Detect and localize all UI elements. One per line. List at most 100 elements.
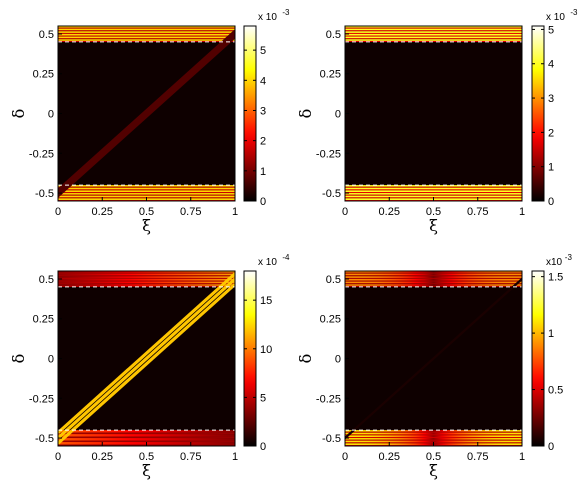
colorbar-gradient (531, 270, 545, 447)
stripe-gap (58, 35, 235, 37)
stripe-gap (345, 272, 522, 274)
panel-top-right: 0 0.25 0.5 0.75 1 0.5 0.25 0 -0.25 -0.5 ξ δ 5 4 3 2 1 0 x … (296, 8, 578, 235)
stripe (345, 187, 522, 190)
colorbar-exponent-power: -3 (565, 253, 573, 262)
stripe (345, 432, 522, 435)
stripe (58, 276, 235, 278)
stripe-gap (58, 38, 235, 40)
stripe (58, 284, 235, 286)
colorbar-gradient (243, 25, 257, 202)
heatmap-content (345, 271, 522, 446)
y-tick-label: -0.5 (35, 188, 54, 200)
x-tick-label: 0.75 (467, 206, 488, 218)
colorbar-tick-label: 0 (548, 196, 554, 208)
stripe (58, 438, 235, 441)
stripe (58, 430, 235, 433)
colorbar: 1.5 1 0.5 0 x10 -3 (531, 253, 573, 453)
y-tick-label: -0.25 (29, 148, 54, 160)
stripe (58, 31, 235, 33)
y-tick-label: -0.25 (316, 148, 341, 160)
colorbar-tick-label: 3 (260, 105, 266, 117)
x-tick-label: 0 (55, 206, 61, 218)
stripe (58, 39, 235, 41)
colorbar-tick-label: 5 (260, 392, 266, 404)
stripe (58, 271, 235, 273)
stripe-gap (345, 189, 522, 191)
stripe (345, 271, 522, 273)
colorbar-tick-label: 0 (260, 441, 266, 453)
colorbar: 5 4 3 2 1 0 x 10 -3 (243, 8, 290, 208)
stripe (345, 273, 522, 276)
colorbar: 5 4 3 2 1 0 x 10 -3 (531, 8, 578, 208)
y-axis-label: δ (296, 109, 315, 119)
y-tick-label: 0.5 (326, 29, 341, 41)
colorbar-exponent: x10 (546, 257, 563, 268)
stripe-gap (58, 32, 235, 34)
y-tick-label: 0.5 (326, 274, 341, 286)
colorbar-tick-label: 3 (548, 93, 554, 105)
stripe-gap (58, 194, 235, 196)
stripe-gap (345, 35, 522, 37)
y-tick-label: -0.25 (316, 393, 341, 405)
stripe (345, 438, 522, 440)
stripe (345, 33, 522, 36)
stripe (58, 195, 235, 198)
stripe (58, 434, 235, 437)
stripe (345, 281, 522, 284)
stripe-gap (345, 285, 522, 287)
stripe (345, 284, 522, 286)
x-tick-label: 0.75 (467, 451, 488, 463)
x-tick-label: 0.75 (180, 206, 201, 218)
stripe-gap (345, 27, 522, 29)
y-tick-label: 0.25 (320, 314, 341, 326)
x-tick-label: 0.25 (92, 206, 113, 218)
colorbar-exponent-power: -3 (282, 8, 290, 17)
colorbar-exponent: x 10 (258, 12, 277, 23)
stripe-gap (345, 192, 522, 194)
y-tick-label: 0 (335, 354, 341, 366)
stripe-gap (345, 30, 522, 32)
x-axis-label: ξ (429, 216, 438, 235)
diagonal-stripe (58, 277, 235, 440)
stripe (58, 193, 235, 195)
stripe (58, 187, 235, 190)
colorbar-tick-label: 1 (548, 162, 554, 174)
x-tick-label: 1 (519, 206, 525, 218)
x-tick-label: 0 (342, 451, 348, 463)
x-axis-label: ξ (429, 461, 438, 480)
stripe (345, 36, 522, 39)
stripe (345, 31, 522, 33)
stripe-gap (58, 186, 235, 188)
stripe-gap (345, 275, 522, 277)
colorbar-tick-label: 0 (260, 196, 266, 208)
stripe (345, 185, 522, 187)
colorbar-tick-label: 2 (548, 127, 554, 139)
x-tick-label: 0.25 (92, 451, 113, 463)
y-tick-label: 0 (48, 354, 54, 366)
stripe-gap (345, 280, 522, 282)
diagonal-stripe (58, 272, 235, 434)
stripe-gap (58, 40, 235, 42)
panel-bottom-right: 0 0.25 0.5 0.75 1 0.5 0.25 0 -0.25 -0.5 ξ δ 1.5 1 0.5 0… (296, 253, 572, 480)
colorbar-gradient (531, 25, 545, 202)
y-tick-label: 0.25 (320, 69, 341, 81)
colorbar-tick-label: 4 (548, 59, 554, 71)
y-tick-label: -0.5 (35, 433, 54, 445)
stripe (58, 190, 235, 193)
diagonal-stripe (58, 283, 235, 445)
x-tick-label: 0 (342, 206, 348, 218)
stripe-gap (345, 431, 522, 433)
y-tick-label: -0.5 (322, 433, 341, 445)
stripe-gap (58, 27, 235, 29)
colorbar-gradient (243, 270, 257, 447)
stripe-gap (58, 283, 235, 285)
stripe (345, 28, 522, 31)
stripe-gap (345, 38, 522, 40)
colorbar-tick-label: 10 (260, 344, 272, 356)
stripe (58, 281, 235, 284)
stripe (345, 26, 522, 28)
stripe (345, 440, 522, 443)
stripe-gap (58, 192, 235, 194)
stripe-gap (58, 277, 235, 279)
x-tick-label: 0.5 (139, 206, 154, 218)
